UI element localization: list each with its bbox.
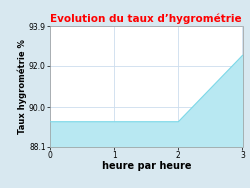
Y-axis label: Taux hygrométrie %: Taux hygrométrie % bbox=[18, 39, 28, 134]
X-axis label: heure par heure: heure par heure bbox=[102, 161, 191, 171]
Title: Evolution du taux d’hygrométrie: Evolution du taux d’hygrométrie bbox=[50, 14, 242, 24]
